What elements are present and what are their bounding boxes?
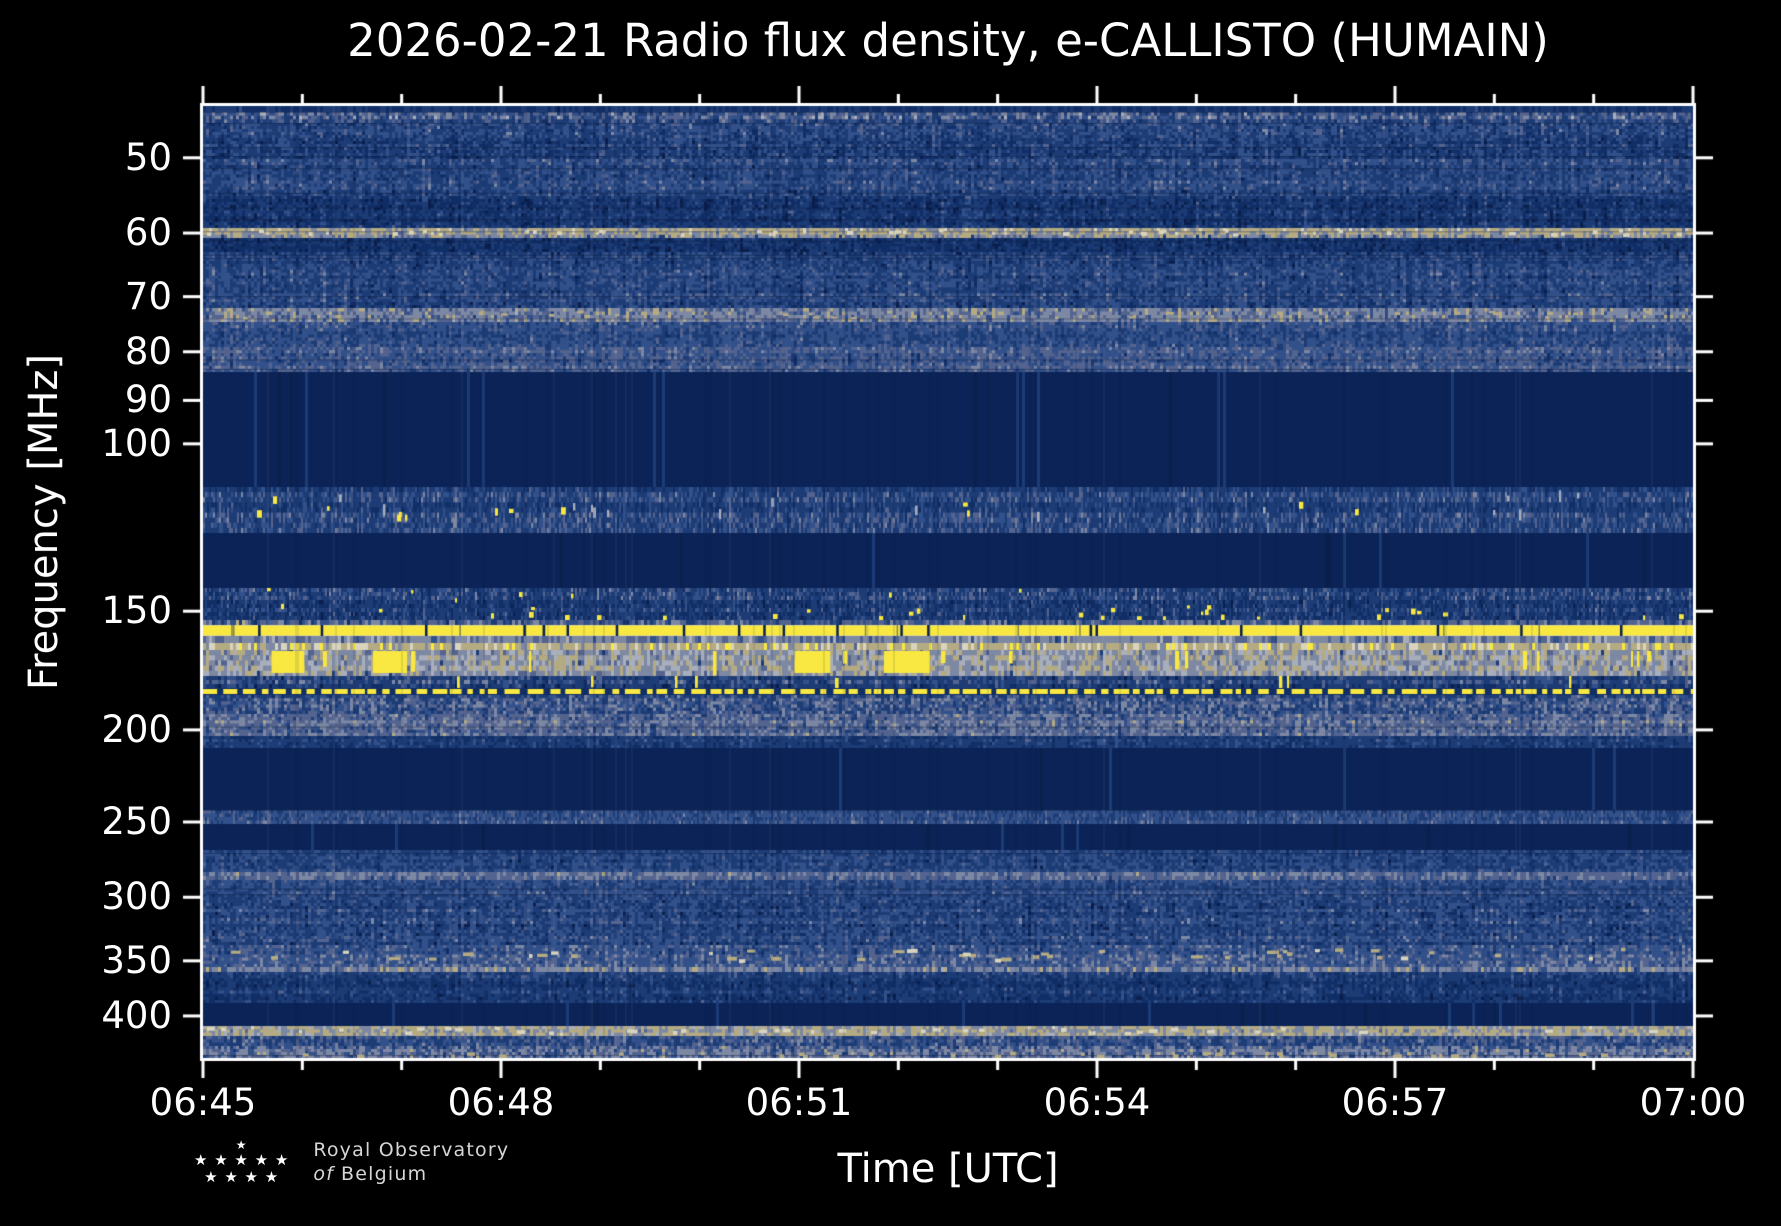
- x-tick-label: 06:45: [149, 1081, 257, 1124]
- y-tick-label: 50: [124, 135, 172, 179]
- logo-star-row: ★: [235, 1138, 248, 1152]
- x-axis-label: Time [UTC]: [837, 1146, 1059, 1192]
- royal-observatory-logo: ★ ★ ★ ★ ★ ★ ★ ★ ★ ★ Royal Observatory of…: [194, 1138, 509, 1186]
- x-tick-label: 06:54: [1043, 1081, 1151, 1124]
- x-tick-label: 06:48: [447, 1081, 555, 1124]
- logo-text: Royal Observatory of Belgium: [313, 1138, 509, 1186]
- x-tick-label: 06:51: [745, 1081, 853, 1124]
- y-tick-label: 150: [101, 589, 172, 633]
- logo-star-row: ★ ★ ★ ★: [204, 1168, 280, 1186]
- y-tick-label: 90: [124, 378, 172, 422]
- y-tick-label: 70: [124, 274, 172, 318]
- logo-line2-belgium: Belgium: [341, 1163, 428, 1185]
- x-tick-label: 06:57: [1341, 1081, 1449, 1124]
- y-tick-label: 100: [101, 421, 172, 465]
- y-tick-label: 400: [101, 993, 172, 1037]
- y-tick-label: 60: [124, 211, 172, 255]
- logo-line1: Royal Observatory: [313, 1139, 510, 1161]
- y-tick-label: 250: [101, 799, 172, 843]
- logo-star-row: ★ ★ ★ ★ ★: [194, 1151, 290, 1169]
- x-tick-label: 07:00: [1639, 1081, 1747, 1124]
- y-tick-label: 80: [124, 329, 172, 373]
- logo-line2: of Belgium: [313, 1162, 509, 1186]
- logo-stars-icon: ★ ★ ★ ★ ★ ★ ★ ★ ★ ★: [194, 1138, 289, 1186]
- y-tick-label: 300: [101, 875, 172, 919]
- y-tick-label: 200: [101, 707, 172, 751]
- chart-title: 2026-02-21 Radio flux density, e-CALLIST…: [347, 14, 1549, 67]
- y-tick-label: 350: [101, 938, 172, 982]
- logo-line2-of: of: [313, 1163, 335, 1185]
